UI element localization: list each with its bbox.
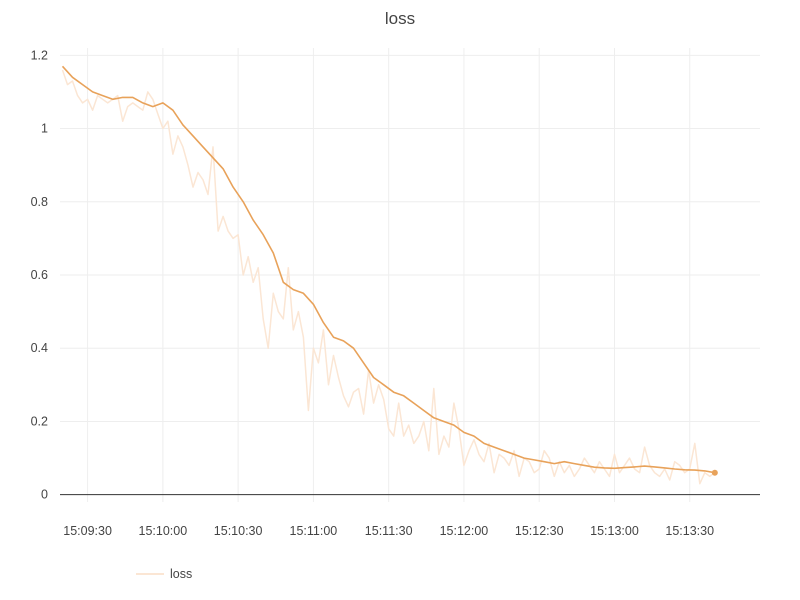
x-tick-label: 15:12:30 (515, 524, 564, 538)
legend-label-loss: loss (170, 567, 192, 581)
raw-loss-line (61, 69, 716, 485)
y-tick-label: 0.2 (31, 414, 48, 428)
y-tick-label: 0.4 (31, 341, 48, 355)
chart-title: loss (385, 9, 415, 28)
y-tick-label: 0.6 (31, 268, 48, 282)
legend[interactable]: loss (136, 567, 192, 581)
y-tick-label: 1 (41, 122, 48, 136)
x-tick-label: 15:10:30 (214, 524, 263, 538)
last-point-marker (711, 469, 718, 476)
raw-series-layer (61, 69, 716, 485)
x-axis-ticks: 15:09:30 15:10:00 15:10:30 15:11:00 15:11:30… (63, 524, 714, 538)
x-tick-label: 15:09:30 (63, 524, 112, 538)
x-tick-label: 15:10:00 (139, 524, 188, 538)
x-tick-label: 15:13:30 (665, 524, 714, 538)
x-tick-label: 15:11:00 (290, 524, 338, 538)
grid-lines (60, 48, 760, 502)
smoothed-series-layer (61, 65, 718, 476)
x-tick-label: 15:11:30 (365, 524, 413, 538)
x-tick-label: 15:13:00 (590, 524, 639, 538)
y-tick-label: 1.2 (31, 48, 48, 62)
smoothed-loss-line (61, 65, 715, 474)
x-tick-label: 15:12:00 (440, 524, 489, 538)
y-axis-ticks: 0 0.2 0.4 0.6 0.8 1 1.2 (31, 48, 48, 501)
y-tick-label: 0.8 (31, 195, 48, 209)
y-tick-label: 0 (41, 488, 48, 502)
